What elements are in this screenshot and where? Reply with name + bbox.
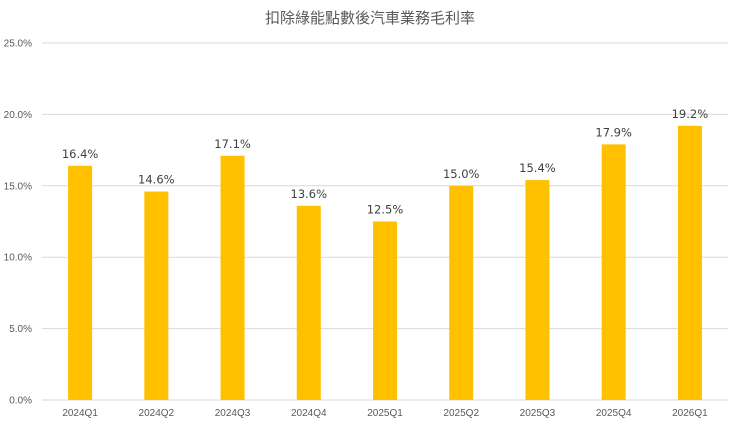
data-label: 19.2%: [672, 107, 709, 121]
bar: [68, 165, 93, 400]
data-label: 14.6%: [138, 173, 175, 187]
data-label: 16.4%: [62, 147, 99, 161]
data-label: 12.5%: [367, 203, 404, 217]
y-tick-label: 25.0%: [4, 39, 32, 50]
x-tick-label: 2025Q2: [443, 408, 479, 419]
bar: [373, 221, 397, 400]
bar: [525, 180, 550, 400]
bar: [144, 191, 169, 400]
x-tick-label: 2025Q3: [520, 408, 556, 419]
data-label: 13.6%: [291, 187, 328, 201]
y-tick-label: 10.0%: [4, 253, 32, 264]
bar: [296, 205, 321, 400]
data-label: 15.4%: [519, 161, 556, 175]
bars: [68, 125, 702, 400]
data-label: 17.9%: [595, 125, 632, 139]
x-tick-label: 2024Q3: [215, 408, 251, 419]
x-axis: 2024Q1 2024Q2 2024Q3 2024Q4 2025Q1 2025Q2 2025…: [62, 408, 708, 419]
data-labels: 16.4% 14.6% 17.1% 13.6% 12.5% 15.0% 15.4% 17.9%…: [62, 107, 708, 217]
x-tick-label: 2025Q1: [367, 408, 403, 419]
data-label: 15.0%: [443, 167, 480, 181]
bar: [677, 125, 702, 400]
y-tick-label: 20.0%: [4, 110, 32, 121]
y-tick-label: 5.0%: [9, 324, 32, 335]
chart-title: 扣除綠能點數後汽車業務毛利率: [265, 9, 475, 27]
y-axis: 0.0% 5.0% 10.0% 15.0% 20.0% 25.0%: [4, 39, 32, 407]
y-tick-label: 15.0%: [4, 181, 32, 192]
y-tick-label: 0.0%: [9, 396, 32, 407]
x-tick-label: 2025Q4: [596, 408, 632, 419]
data-label: 17.1%: [214, 137, 251, 151]
x-tick-label: 2024Q1: [62, 408, 98, 419]
x-tick-label: 2026Q1: [672, 408, 708, 419]
bar: [449, 185, 474, 400]
bar: [601, 144, 626, 400]
x-tick-label: 2024Q4: [291, 408, 327, 419]
bar: [220, 155, 245, 400]
x-tick-label: 2024Q2: [139, 408, 175, 419]
